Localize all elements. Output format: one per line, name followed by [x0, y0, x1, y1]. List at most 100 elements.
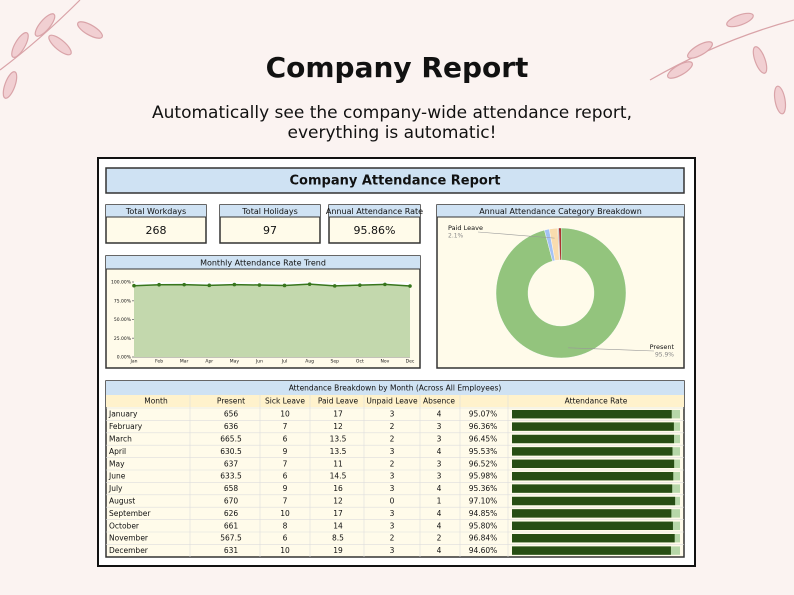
line — [133, 283, 411, 287]
table-cell: August — [109, 497, 135, 506]
table-cell: 3 — [390, 472, 395, 481]
table-cell: 1 — [437, 497, 442, 506]
table-cell: 3 — [390, 410, 395, 419]
table-cell: 3 — [390, 447, 395, 456]
point — [182, 282, 186, 287]
donut-slice — [495, 227, 627, 359]
table-cell: 7 — [283, 459, 288, 468]
table-cell: 626 — [224, 509, 239, 518]
leader-line — [477, 231, 555, 239]
slice-label: Paid Leave — [448, 224, 483, 232]
x-tick-label: Jun — [255, 359, 263, 365]
y-tick-label: 0.00% — [117, 355, 132, 361]
table-cell: 8.5 — [332, 534, 344, 543]
x-tick-label: Feb — [155, 359, 163, 365]
y-tick-label: 25.00% — [114, 336, 132, 342]
report-title: Company Attendance Report — [290, 174, 501, 189]
table-cell: April — [109, 447, 126, 456]
subtitle: everything is automatic! — [288, 123, 497, 143]
table-cell: 9 — [283, 484, 288, 493]
table-cell: 3 — [437, 435, 442, 444]
table-cell: 3 — [390, 546, 395, 555]
rate-bar — [512, 484, 673, 493]
kpi-card-header — [106, 205, 206, 217]
rate-bar — [512, 534, 675, 543]
table-cell: July — [108, 484, 123, 493]
table-cell: December — [109, 546, 149, 555]
table-cell: 8 — [283, 521, 288, 530]
table-cell: October — [109, 521, 140, 530]
table-cell: 658 — [224, 484, 239, 493]
table-cell: 567.5 — [220, 534, 242, 543]
rate-bar — [512, 472, 674, 481]
area — [134, 284, 410, 357]
table-cell: 6 — [283, 472, 288, 481]
table-cell: 2 — [390, 534, 395, 543]
table-cell: 656 — [224, 410, 239, 419]
table-cell: 17 — [333, 509, 343, 518]
table-cell: 97.10% — [469, 497, 498, 506]
table-cell: 3 — [390, 521, 395, 530]
kpi-card-title: Annual Attendance Rate — [326, 207, 423, 216]
slice-value-label: 95.9% — [655, 352, 674, 359]
table-cell: 4 — [437, 410, 442, 419]
table-cell: 636 — [224, 422, 239, 431]
slice-value-label: 2.1% — [448, 233, 464, 240]
table-cell: 95.53% — [469, 447, 498, 456]
rate-bar — [512, 496, 676, 506]
table-cell: 2 — [390, 422, 395, 431]
y-tick-label: 75.00% — [114, 298, 132, 304]
kpi-value: 95.86% — [354, 224, 396, 237]
kpi-card-title: Total Workdays — [125, 207, 186, 216]
table-cell: 94.85% — [469, 509, 498, 518]
table-cell: March — [109, 435, 132, 444]
table-cell: 10 — [280, 410, 290, 419]
table-cell: 96.52% — [469, 459, 498, 468]
table-cell: 16 — [333, 484, 343, 493]
table-title-bar — [106, 381, 684, 395]
rate-bar — [512, 447, 673, 456]
column-header: Paid Leave — [318, 397, 359, 406]
table-cell: 95.07% — [469, 410, 498, 419]
decor-leaves — [0, 0, 794, 115]
table-cell: 7 — [283, 422, 288, 431]
rate-bar — [512, 459, 675, 468]
rate-bar — [512, 509, 672, 518]
point — [408, 284, 412, 288]
column-header: Absence — [423, 397, 455, 406]
leader-line — [568, 347, 655, 352]
table-cell: November — [109, 534, 149, 543]
point — [207, 283, 212, 288]
rate-bar — [512, 434, 675, 444]
table-title: Attendance Breakdown by Month (Across Al… — [289, 384, 502, 393]
table-cell: 96.36% — [469, 422, 498, 431]
column-header: Unpaid Leave — [366, 397, 418, 406]
y-tick-label: 100.00% — [111, 280, 132, 286]
x-tick-label: Jul — [281, 359, 287, 365]
table-cell: 3 — [390, 509, 395, 518]
point — [358, 283, 362, 287]
table-cell: 3 — [390, 484, 395, 493]
x-tick-label: Jan — [130, 359, 138, 365]
donut-slice — [558, 227, 562, 261]
rate-bar — [512, 546, 671, 555]
table-cell: 661 — [224, 521, 239, 530]
page-title: Company Report — [266, 51, 529, 84]
table-cell: June — [108, 472, 126, 481]
table-cell: 19 — [333, 546, 343, 555]
x-tick-label: Mar — [180, 359, 189, 365]
table-cell: 6 — [283, 534, 288, 543]
table-cell: 633.5 — [220, 472, 242, 481]
table-header-row — [106, 395, 684, 407]
column-header: Sick Leave — [265, 397, 305, 406]
table-cell: February — [109, 422, 143, 431]
rate-bar — [512, 422, 674, 431]
line-panel-title: Monthly Attendance Rate Trend — [200, 259, 326, 268]
table-cell: 13.5 — [330, 447, 347, 456]
table-cell: 2 — [437, 534, 442, 543]
x-tick-label: Dec — [406, 359, 415, 365]
table-cell: 670 — [224, 497, 239, 506]
table-cell: 2 — [390, 435, 395, 444]
